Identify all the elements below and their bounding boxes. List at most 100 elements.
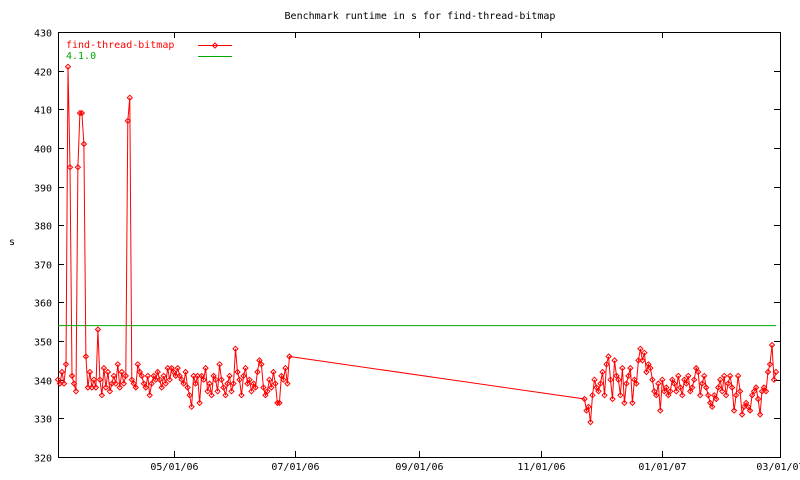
data-point bbox=[110, 372, 118, 380]
data-point bbox=[597, 380, 604, 387]
data-point bbox=[669, 376, 676, 383]
y-tick-label: 420 bbox=[34, 68, 52, 79]
data-point bbox=[104, 368, 112, 376]
data-point bbox=[64, 63, 72, 71]
data-point bbox=[186, 391, 193, 399]
legend-marker bbox=[211, 42, 219, 49]
data-point bbox=[262, 391, 269, 399]
data-point bbox=[710, 391, 718, 399]
data-point bbox=[216, 361, 223, 368]
data-point bbox=[138, 372, 146, 380]
data-point bbox=[196, 399, 203, 407]
y-tick-label: 390 bbox=[34, 184, 52, 195]
data-point bbox=[641, 349, 648, 356]
data-point bbox=[214, 388, 221, 395]
data-point bbox=[688, 384, 696, 391]
data-point bbox=[218, 376, 225, 383]
data-point bbox=[716, 376, 724, 383]
data-point bbox=[228, 388, 235, 395]
data-point bbox=[212, 376, 219, 383]
data-point bbox=[192, 380, 199, 387]
data-point bbox=[282, 364, 289, 372]
plot-frame bbox=[58, 32, 781, 458]
data-point bbox=[696, 391, 704, 399]
data-point bbox=[116, 384, 124, 391]
data-point bbox=[144, 372, 152, 380]
data-point bbox=[625, 372, 632, 380]
data-point bbox=[764, 368, 772, 376]
data-point bbox=[188, 403, 195, 411]
data-point bbox=[60, 380, 68, 387]
data-point bbox=[671, 380, 678, 387]
data-point bbox=[100, 364, 108, 372]
x-tick-label: 11/01/06 bbox=[517, 462, 565, 473]
data-point bbox=[124, 117, 132, 125]
x-tick-label: 09/01/06 bbox=[395, 462, 443, 473]
data-point bbox=[766, 361, 774, 368]
data-point bbox=[621, 399, 628, 407]
series-layer bbox=[54, 63, 780, 426]
data-point bbox=[665, 391, 672, 399]
y-tick-label: 340 bbox=[34, 377, 52, 388]
chart-title: Benchmark runtime in s for find-thread-b… bbox=[285, 11, 556, 22]
data-point bbox=[736, 388, 744, 395]
data-point bbox=[663, 384, 670, 391]
data-point bbox=[617, 391, 624, 399]
data-point bbox=[94, 326, 102, 333]
data-point bbox=[76, 109, 84, 117]
data-point bbox=[206, 380, 213, 387]
data-point bbox=[150, 372, 157, 380]
data-point bbox=[232, 345, 239, 353]
data-point bbox=[112, 380, 120, 387]
data-point bbox=[623, 380, 630, 387]
data-point bbox=[760, 384, 768, 391]
data-point bbox=[160, 372, 167, 380]
x-tick-label: 05/01/06 bbox=[150, 462, 198, 473]
data-point bbox=[80, 140, 88, 148]
x-tick-label: 07/01/06 bbox=[271, 462, 319, 473]
data-point bbox=[633, 380, 640, 387]
series-line-0 bbox=[57, 66, 777, 423]
y-tick-label: 400 bbox=[34, 145, 52, 156]
data-point bbox=[683, 380, 690, 387]
data-point bbox=[208, 391, 215, 399]
data-point bbox=[675, 372, 682, 380]
data-point bbox=[168, 364, 175, 372]
data-point bbox=[244, 380, 251, 387]
data-point bbox=[130, 380, 138, 387]
data-point bbox=[178, 376, 185, 383]
data-point bbox=[182, 368, 189, 376]
data-point bbox=[599, 368, 606, 376]
data-point bbox=[132, 384, 140, 391]
data-point bbox=[732, 391, 740, 399]
data-point bbox=[220, 384, 227, 391]
data-point bbox=[704, 391, 712, 399]
data-point bbox=[627, 364, 634, 372]
data-point bbox=[82, 353, 90, 360]
data-point bbox=[202, 364, 209, 372]
data-point bbox=[142, 384, 150, 391]
data-point bbox=[238, 391, 245, 399]
data-point bbox=[210, 372, 217, 380]
data-point bbox=[230, 380, 237, 387]
data-point bbox=[750, 388, 758, 395]
y-tick-label: 430 bbox=[34, 29, 52, 40]
data-point bbox=[631, 376, 638, 383]
data-point bbox=[589, 391, 596, 399]
data-point bbox=[250, 380, 257, 387]
data-point bbox=[252, 384, 259, 391]
data-point bbox=[591, 376, 598, 383]
data-point bbox=[649, 376, 656, 383]
data-point bbox=[254, 368, 261, 376]
data-point bbox=[134, 361, 142, 368]
data-point bbox=[256, 357, 263, 364]
data-point bbox=[92, 384, 100, 391]
y-tick-label: 350 bbox=[34, 338, 52, 349]
data-point bbox=[657, 407, 664, 414]
data-point bbox=[647, 364, 654, 372]
data-point bbox=[74, 163, 82, 171]
data-point bbox=[146, 391, 153, 399]
data-point bbox=[661, 388, 668, 395]
data-point bbox=[643, 368, 650, 376]
data-point bbox=[280, 376, 287, 383]
